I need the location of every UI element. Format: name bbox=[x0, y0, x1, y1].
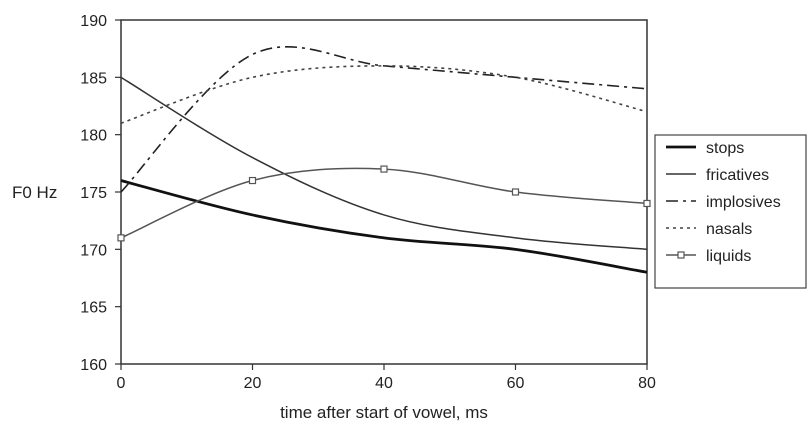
data-point-liquids bbox=[511, 188, 520, 196]
series-line-nasals bbox=[120, 65, 648, 124]
legend-marker-liquids bbox=[677, 251, 685, 259]
data-point-implosives bbox=[120, 191, 123, 194]
data-point-nasals bbox=[120, 122, 123, 125]
series-line-stops bbox=[120, 179, 648, 274]
data-point-nasals bbox=[514, 76, 517, 79]
series-line-fricatives bbox=[120, 76, 648, 251]
data-point-nasals bbox=[646, 110, 649, 113]
data-point-stops bbox=[120, 179, 123, 182]
x-axis-label: time after start of vowel, ms bbox=[280, 403, 488, 422]
y-tick-label: 160 bbox=[80, 357, 107, 374]
y-tick-label: 185 bbox=[80, 70, 107, 87]
x-tick-label: 40 bbox=[375, 375, 393, 392]
y-tick-label: 180 bbox=[80, 128, 107, 145]
plot-border bbox=[120, 19, 648, 365]
data-point-liquids bbox=[380, 165, 388, 173]
x-tick-label: 60 bbox=[507, 375, 525, 392]
y-tick-label: 175 bbox=[80, 185, 107, 202]
y-tick-label: 190 bbox=[80, 13, 107, 30]
legend-label-liquids: liquids bbox=[706, 248, 751, 265]
legend-label-nasals: nasals bbox=[706, 221, 752, 238]
data-point-liquids bbox=[248, 176, 257, 185]
y-axis-ticks: 160 165 170 175 180 185 190 bbox=[80, 13, 121, 374]
data-point-fricatives bbox=[514, 236, 517, 239]
data-point-stops bbox=[514, 248, 517, 251]
data-point-stops bbox=[383, 236, 386, 239]
data-point-stops bbox=[646, 271, 649, 274]
legend: stops fricatives implosives nasals liquids bbox=[654, 134, 807, 289]
plot-area bbox=[120, 19, 648, 365]
data-point-fricatives bbox=[383, 213, 386, 216]
data-point-fricatives bbox=[120, 76, 123, 79]
y-axis-label: F0 Hz bbox=[12, 183, 57, 202]
legend-label-implosives: implosives bbox=[706, 194, 781, 211]
x-tick-label: 0 bbox=[117, 375, 126, 392]
data-point-liquids bbox=[643, 199, 651, 208]
x-tick-label: 20 bbox=[244, 375, 262, 392]
y-tick-label: 170 bbox=[80, 242, 107, 259]
data-point-fricatives bbox=[251, 156, 254, 159]
data-point-nasals bbox=[383, 64, 386, 67]
data-point-implosives bbox=[646, 87, 649, 90]
x-axis-ticks: 0 20 40 60 80 bbox=[117, 364, 656, 392]
data-point-fricatives bbox=[646, 248, 649, 251]
data-point-nasals bbox=[251, 76, 254, 79]
series-lines bbox=[117, 46, 651, 274]
legend-box bbox=[654, 134, 807, 289]
legend-label-stops: stops bbox=[706, 140, 744, 157]
data-point-liquids bbox=[117, 234, 125, 242]
data-point-implosives bbox=[251, 53, 254, 56]
x-tick-label: 80 bbox=[638, 375, 656, 392]
y-tick-label: 165 bbox=[80, 300, 107, 317]
data-point-stops bbox=[251, 213, 254, 216]
legend-label-fricatives: fricatives bbox=[706, 167, 769, 184]
